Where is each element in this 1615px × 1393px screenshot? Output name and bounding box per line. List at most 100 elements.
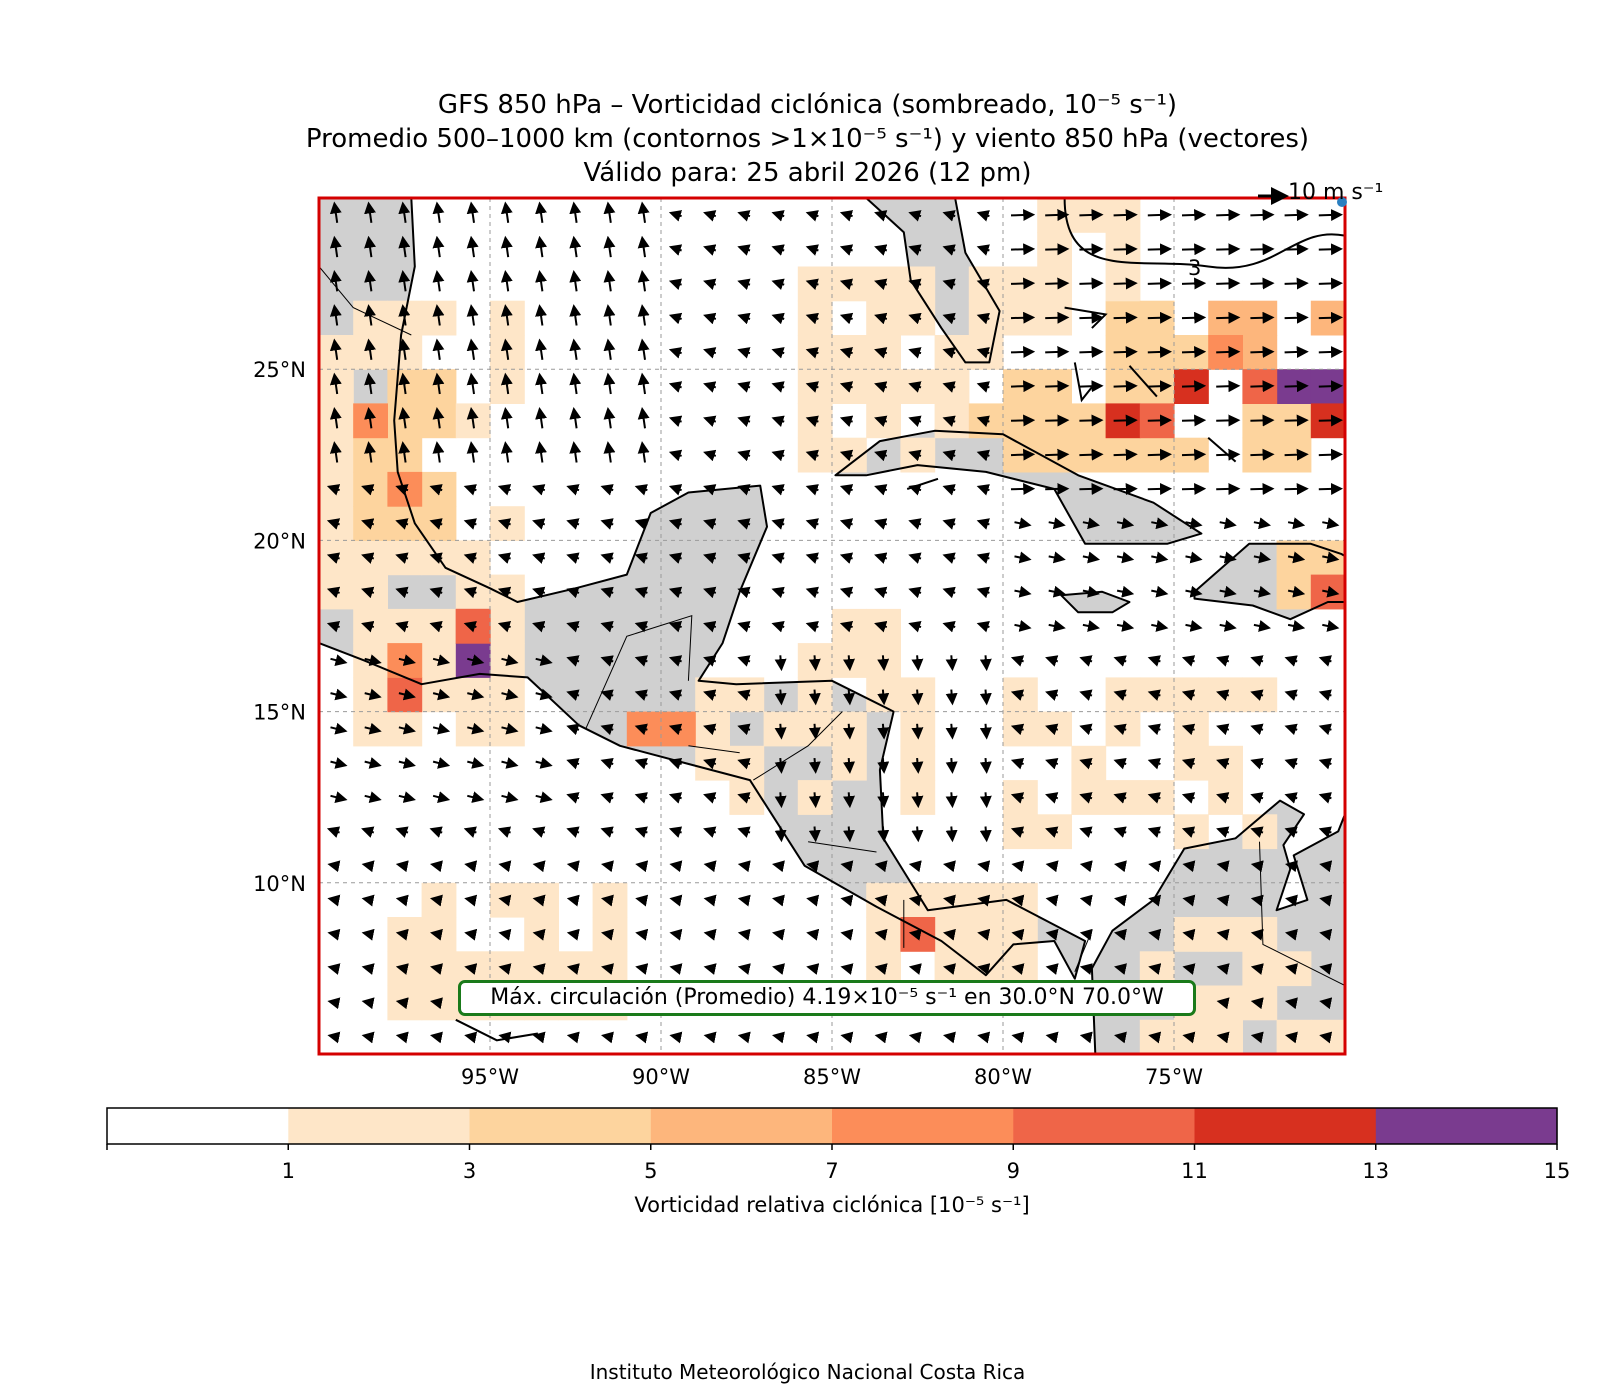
wind-vector — [1250, 723, 1264, 736]
wind-vector — [1216, 346, 1241, 358]
wind-vector — [1011, 1031, 1025, 1044]
wind-vector — [1113, 723, 1127, 736]
wind-vector — [669, 1031, 683, 1044]
wind-vector — [737, 792, 751, 804]
wind-vector — [500, 304, 513, 326]
wind-vector — [839, 449, 854, 462]
wind-vector — [535, 654, 553, 666]
wind-vector — [1181, 689, 1196, 701]
wind-vector — [1045, 894, 1059, 907]
wind-vector — [1045, 689, 1059, 701]
wind-vector — [805, 381, 819, 393]
wind-vector — [1250, 963, 1264, 975]
wind-vector — [1318, 792, 1332, 804]
wind-vector — [703, 518, 717, 530]
wind-vector — [535, 338, 547, 360]
wind-vector — [1284, 757, 1298, 770]
wind-vector — [668, 655, 683, 667]
wind-vector — [601, 1031, 614, 1044]
wind-vector — [771, 347, 785, 359]
wind-vector — [839, 620, 854, 633]
wind-vector — [1010, 380, 1036, 393]
wind-vector — [703, 757, 717, 770]
wind-vector — [327, 894, 341, 907]
island-outline — [455, 1018, 539, 1042]
wind-vector — [364, 201, 376, 223]
wind-vector — [737, 484, 751, 496]
wind-vector — [466, 406, 479, 429]
wind-vector — [329, 269, 342, 292]
map-frame — [317, 196, 1347, 1056]
wind-vector — [1250, 482, 1275, 495]
wind-vector — [432, 441, 445, 463]
wind-vector — [668, 586, 683, 599]
wind-vector — [535, 406, 547, 429]
wind-vector — [1082, 585, 1100, 598]
wind-vector — [908, 312, 922, 325]
wind-vector — [327, 963, 341, 975]
wind-vector — [566, 655, 580, 667]
wind-vector — [737, 278, 751, 291]
colorbar-tick-label: 13 — [1362, 1159, 1389, 1183]
wind-vector — [432, 688, 451, 701]
wind-vector — [361, 894, 375, 907]
wind-vector — [908, 1031, 922, 1044]
wind-vector — [497, 552, 512, 564]
wind-vector — [1147, 277, 1172, 290]
wind-vector — [600, 484, 614, 496]
wind-vector — [839, 484, 854, 496]
wind-vector — [1216, 997, 1230, 1010]
wind-vector — [1219, 517, 1237, 530]
wind-vector — [463, 586, 477, 599]
wind-vector — [1147, 723, 1161, 736]
wind-vector — [430, 963, 444, 975]
wind-vector — [669, 860, 683, 873]
country-border — [1259, 841, 1345, 986]
wind-vector — [1219, 585, 1237, 598]
wind-vector — [1113, 346, 1138, 358]
wind-vector — [1181, 757, 1196, 770]
country-border — [808, 841, 877, 853]
wind-vector — [874, 244, 888, 256]
wind-vector — [806, 1031, 820, 1044]
wind-vector — [464, 894, 478, 907]
wind-vector — [634, 757, 648, 770]
wind-vector — [1284, 209, 1309, 221]
wind-vector — [501, 722, 519, 735]
wind-vector — [839, 278, 854, 291]
wind-vectors — [326, 201, 1343, 1044]
wind-vector — [329, 441, 342, 463]
wind-vector — [1181, 414, 1207, 427]
wind-vector — [976, 415, 990, 427]
wind-vector — [942, 278, 956, 291]
wind-vector — [464, 1031, 478, 1044]
wind-vector — [501, 688, 519, 701]
wind-vector — [532, 1031, 546, 1044]
wind-vector — [703, 415, 717, 427]
wind-vector — [429, 552, 443, 564]
wind-vector — [569, 235, 582, 258]
wind-vector — [327, 1031, 341, 1044]
wind-vector — [806, 894, 820, 907]
wind-vector — [1250, 894, 1264, 907]
wind-vector — [1182, 894, 1196, 907]
wind-vector — [737, 1031, 751, 1044]
wind-vector — [535, 269, 547, 292]
wind-vector — [839, 415, 854, 427]
colorbar-segment — [469, 1108, 652, 1144]
latitude-label: 15°N — [253, 701, 306, 725]
wind-vector — [532, 826, 546, 838]
wind-vector — [703, 586, 717, 599]
wind-vector — [1010, 792, 1025, 804]
wind-vector — [805, 484, 819, 496]
wind-vector — [326, 518, 341, 530]
wind-vector — [466, 372, 479, 395]
wind-vector — [1114, 860, 1127, 873]
wind-vector — [429, 620, 443, 633]
wind-vector — [600, 655, 614, 667]
wind-vector — [1014, 585, 1032, 598]
wind-vector — [501, 654, 519, 666]
wind-vector — [1318, 346, 1343, 358]
wind-vector — [1322, 620, 1340, 632]
wind-vector — [668, 552, 683, 564]
